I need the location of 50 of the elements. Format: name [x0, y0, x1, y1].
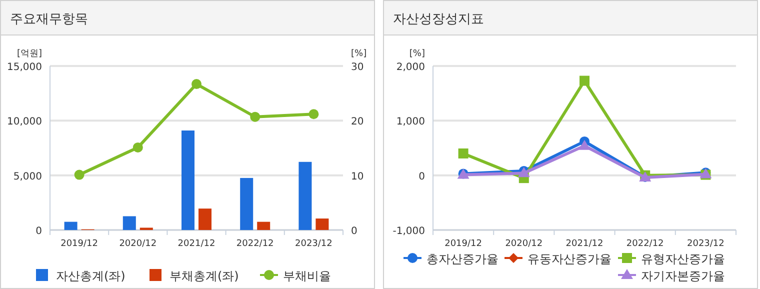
legend-label: 유형자산증가율	[641, 252, 725, 266]
legend-label: 자산총계(좌)	[56, 269, 126, 283]
y-tick-label: 0	[36, 226, 42, 237]
y-tick-label: 15,000	[7, 62, 42, 73]
y-tick-label: 0	[418, 171, 425, 182]
y2-tick-label: 30	[351, 62, 364, 73]
point	[580, 76, 590, 86]
point	[74, 170, 84, 180]
legend-label: 자기자본증가율	[641, 269, 725, 283]
y2-tick-label: 10	[351, 171, 364, 182]
x-tick-label: 2020/12	[119, 239, 157, 249]
point	[250, 112, 260, 122]
bar	[240, 178, 254, 230]
legend-label: 총자산증가율	[426, 252, 498, 266]
point	[132, 142, 143, 152]
legend-label: 부채총계(좌)	[170, 269, 239, 283]
x-tick-label: 2022/12	[626, 239, 664, 249]
legend-label: 부채비율	[283, 269, 331, 283]
point	[458, 148, 468, 158]
bar	[257, 222, 270, 230]
x-tick-label: 2020/12	[505, 239, 543, 249]
y-tick-label: 5,000	[13, 171, 42, 182]
x-tick-label: 2023/12	[295, 239, 332, 249]
bar	[198, 208, 212, 230]
chart-title: 주요재무항목	[10, 12, 88, 27]
y2-tick-label: 20	[351, 116, 364, 128]
point	[578, 140, 590, 150]
bar	[122, 216, 136, 230]
bar	[316, 218, 329, 230]
bar	[182, 130, 194, 230]
x-tick-label: 2022/12	[236, 239, 274, 249]
chart-title: 자산성장성지표	[393, 12, 484, 27]
point	[192, 79, 202, 90]
y-tick-label: -1,000	[392, 226, 425, 237]
y-tick-label: 1,000	[396, 116, 425, 128]
legend-label: 유동자산증가율	[528, 252, 612, 266]
y-axis-title: [%]	[409, 49, 425, 59]
x-tick-label: 2019/12	[60, 239, 98, 249]
y-tick-label: 10,000	[7, 116, 42, 128]
bar	[298, 162, 312, 230]
y2-tick-label: 0	[351, 226, 358, 237]
point	[308, 109, 319, 120]
y-tick-label: 2,000	[396, 62, 425, 73]
x-tick-label: 2021/12	[566, 239, 604, 249]
x-tick-label: 2023/12	[687, 239, 724, 249]
x-tick-label: 2021/12	[178, 239, 216, 249]
y-axis-title: [억원]	[16, 49, 42, 59]
x-tick-label: 2019/12	[444, 239, 482, 249]
bar	[64, 222, 78, 230]
y2-axis-title: [%]	[351, 49, 367, 59]
